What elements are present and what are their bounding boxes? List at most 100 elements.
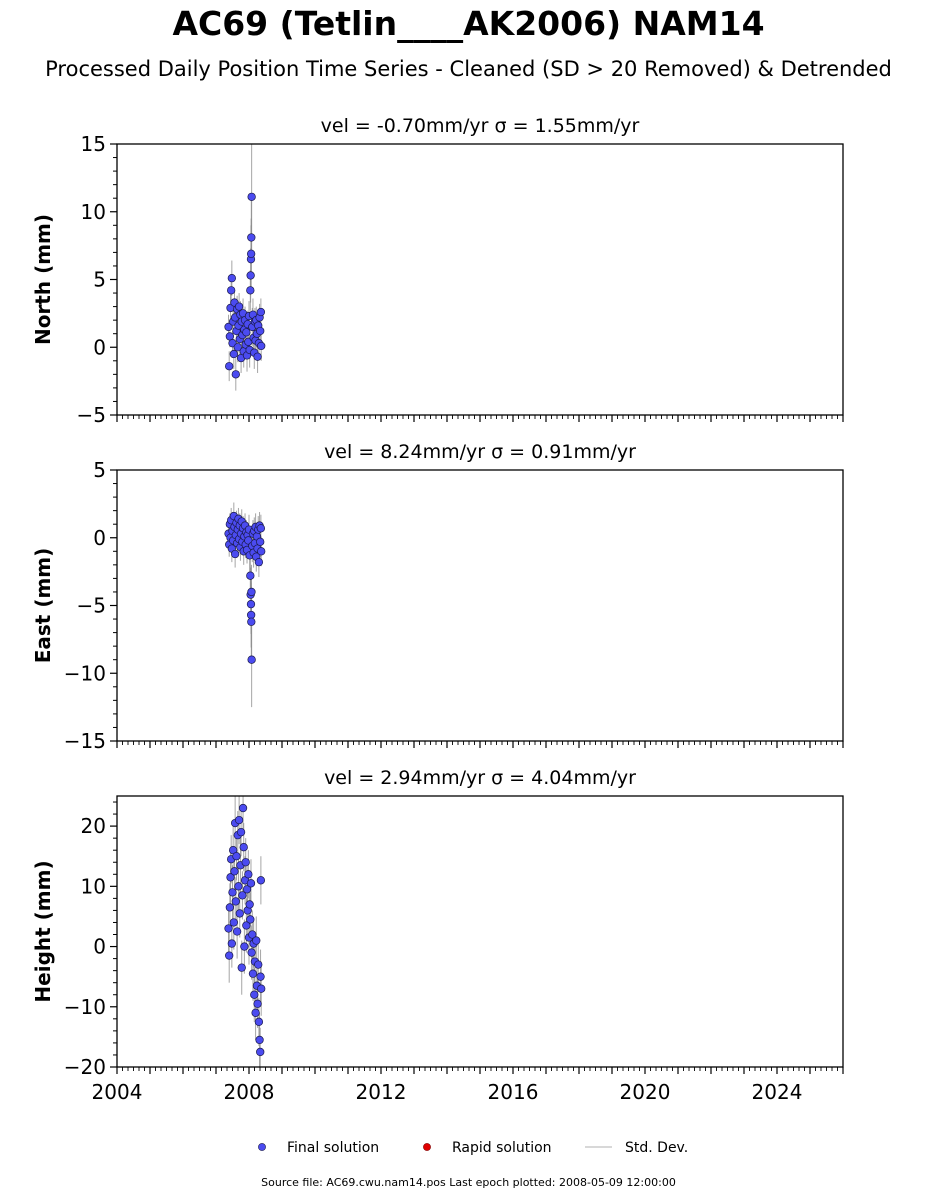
data-point bbox=[232, 927, 242, 936]
panel-title-height: vel = 2.94mm/yr σ = 4.04mm/yr bbox=[324, 767, 636, 789]
y-tick-label: −20 bbox=[64, 1055, 106, 1079]
panel-title-east: vel = 8.24mm/yr σ = 0.91mm/yr bbox=[324, 441, 636, 463]
data-layer-north bbox=[224, 144, 266, 391]
data-point bbox=[231, 370, 240, 379]
data-point bbox=[246, 286, 255, 295]
data-point bbox=[248, 930, 257, 939]
y-tick-label: 0 bbox=[93, 526, 106, 550]
data-point bbox=[246, 879, 256, 888]
y-tick-label: 10 bbox=[81, 200, 106, 224]
data-point bbox=[247, 587, 256, 597]
data-point bbox=[228, 888, 237, 897]
data-point bbox=[247, 655, 256, 664]
legend-marker-0 bbox=[258, 1143, 266, 1151]
legend-label-2: Std. Dev. bbox=[625, 1140, 688, 1156]
panel-height: vel = 2.94mm/yr σ = 4.04mm/yr Height (mm)… bbox=[31, 767, 844, 1104]
x-tick-label: 2004 bbox=[92, 1080, 143, 1104]
data-point bbox=[256, 326, 265, 336]
plot-frame-east bbox=[116, 469, 844, 742]
plot-frame-north bbox=[116, 143, 844, 416]
data-point bbox=[254, 960, 263, 969]
data-point bbox=[224, 924, 233, 933]
data-point bbox=[233, 343, 242, 352]
y-tick-label: 5 bbox=[93, 458, 106, 482]
panel-east: vel = 8.24mm/yr σ = 0.91mm/yr East (mm) −1… bbox=[31, 441, 844, 753]
y-tick-label: 0 bbox=[93, 935, 106, 959]
data-point bbox=[230, 549, 240, 559]
data-point bbox=[256, 537, 265, 546]
data-point bbox=[248, 969, 258, 978]
data-point bbox=[253, 999, 262, 1008]
data-point bbox=[246, 271, 255, 280]
data-point bbox=[253, 352, 262, 361]
panel-north: vel = -0.70mm/yr σ = 1.55mm/yr North (mm)… bbox=[31, 115, 844, 427]
data-point bbox=[239, 843, 248, 852]
data-point bbox=[237, 963, 246, 972]
data-point bbox=[229, 918, 238, 927]
data-point bbox=[224, 322, 233, 332]
data-point bbox=[242, 328, 251, 337]
data-point bbox=[225, 903, 235, 912]
data-point bbox=[246, 571, 255, 580]
data-point bbox=[227, 273, 236, 283]
data-point bbox=[250, 990, 259, 999]
data-point bbox=[245, 900, 254, 909]
legend-label-1: Rapid solution bbox=[452, 1140, 552, 1156]
data-point bbox=[256, 524, 266, 533]
y-tick-label: −5 bbox=[77, 594, 106, 618]
x-tick-label: 2024 bbox=[752, 1080, 803, 1104]
data-layer-height bbox=[224, 796, 266, 1067]
data-point bbox=[254, 1017, 264, 1026]
data-point bbox=[238, 891, 247, 900]
data-point bbox=[227, 286, 236, 295]
y-axis-label-height: Height (mm) bbox=[31, 860, 55, 1002]
data-point bbox=[229, 349, 238, 359]
data-point bbox=[257, 547, 266, 556]
y-tick-label: 10 bbox=[81, 874, 106, 898]
data-point bbox=[241, 858, 250, 867]
data-point bbox=[256, 876, 266, 885]
y-axis-label-north: North (mm) bbox=[31, 214, 55, 345]
data-point bbox=[247, 233, 256, 242]
data-point bbox=[247, 617, 256, 626]
x-tick-label: 2020 bbox=[620, 1080, 671, 1104]
data-point bbox=[231, 897, 240, 906]
data-point bbox=[254, 557, 264, 567]
x-tick-label: 2008 bbox=[224, 1080, 275, 1104]
y-tick-label: 0 bbox=[93, 335, 106, 359]
data-point bbox=[252, 936, 261, 945]
x-tick-label: 2012 bbox=[356, 1080, 407, 1104]
data-point bbox=[246, 915, 255, 924]
data-point bbox=[234, 302, 244, 311]
y-tick-label: −10 bbox=[64, 995, 106, 1019]
data-point bbox=[256, 307, 266, 317]
data-point bbox=[256, 972, 265, 981]
data-point bbox=[234, 882, 243, 891]
y-tick-label: −15 bbox=[64, 729, 106, 753]
y-tick-label: 15 bbox=[81, 132, 106, 156]
data-point bbox=[225, 951, 234, 960]
y-tick-label: 20 bbox=[81, 814, 106, 838]
data-point bbox=[247, 192, 256, 201]
data-point bbox=[230, 867, 239, 876]
data-point bbox=[246, 249, 256, 258]
data-point bbox=[242, 885, 252, 894]
data-point bbox=[244, 870, 253, 879]
data-point bbox=[257, 984, 266, 993]
panel-title-north: vel = -0.70mm/yr σ = 1.55mm/yr bbox=[321, 115, 640, 137]
data-point bbox=[257, 341, 266, 351]
data-point bbox=[225, 362, 234, 371]
data-point bbox=[246, 599, 256, 609]
legend-marker-1 bbox=[423, 1143, 431, 1151]
y-tick-label: −5 bbox=[77, 403, 106, 427]
data-point bbox=[235, 909, 244, 918]
data-point bbox=[234, 815, 244, 825]
legend: Final solution Rapid solution Std. Dev. bbox=[258, 1140, 688, 1156]
y-tick-label: 5 bbox=[93, 268, 106, 292]
data-point bbox=[238, 803, 248, 813]
data-point bbox=[255, 1035, 264, 1045]
chart-title: AC69 (Tetlin____AK2006) NAM14 bbox=[172, 4, 765, 43]
data-layer-east bbox=[224, 502, 266, 708]
data-point bbox=[242, 921, 251, 930]
